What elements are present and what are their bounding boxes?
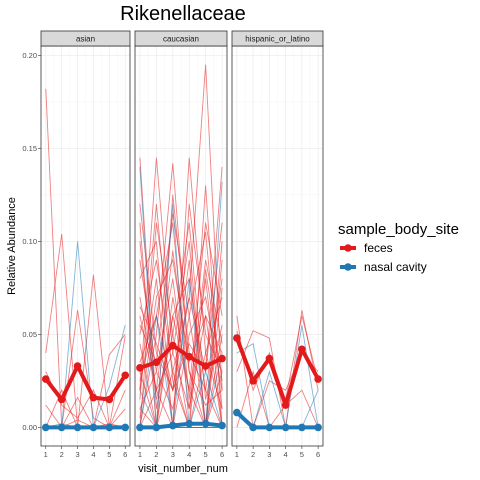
mean-point-nasal-cavity bbox=[281, 423, 290, 432]
x-tick-label: 2 bbox=[154, 450, 158, 459]
mean-point-feces bbox=[73, 362, 82, 370]
facet-panel-hispanic_or_latino: hispanic_or_latino 1 2 3 4 5 6 bbox=[231, 30, 324, 459]
mean-point-feces bbox=[89, 393, 98, 402]
legend: sample_body_site feces nasal cavity bbox=[338, 221, 459, 274]
mean-point-nasal-cavity bbox=[249, 423, 257, 432]
mean-point-feces bbox=[298, 345, 306, 354]
mean-line-feces bbox=[44, 364, 127, 402]
mean-point-feces bbox=[168, 341, 177, 350]
mean-point-feces bbox=[41, 375, 50, 383]
facet-panel-asian: asian 1 2 3 4 5 6 bbox=[40, 30, 131, 459]
legend-entry-nasal-cavity: nasal cavity bbox=[340, 260, 427, 274]
x-tick-label: 1 bbox=[235, 450, 239, 459]
legend-label: feces bbox=[364, 241, 393, 255]
mean-point-nasal-cavity bbox=[57, 423, 66, 432]
facet-strip bbox=[231, 30, 324, 47]
mean-point-nasal-cavity bbox=[121, 423, 130, 432]
mean-point-feces bbox=[201, 362, 210, 370]
individual-line-feces bbox=[139, 241, 223, 428]
mean-point-feces bbox=[218, 354, 226, 363]
individual-line-nasal bbox=[139, 352, 223, 428]
y-tick-label: 0.00 bbox=[22, 423, 37, 432]
x-tick-label: 2 bbox=[60, 450, 64, 459]
mean-line-feces bbox=[235, 337, 320, 408]
mean-point-feces bbox=[185, 352, 194, 361]
individual-line-feces bbox=[139, 166, 223, 392]
mean-point-feces bbox=[233, 334, 241, 342]
mean-point-nasal-cavity bbox=[73, 423, 82, 432]
x-tick-label: 6 bbox=[123, 450, 127, 459]
y-tick-label: 0.15 bbox=[22, 144, 37, 153]
individual-line-feces bbox=[139, 213, 223, 428]
mean-point-feces bbox=[152, 358, 161, 367]
legend-entries: feces nasal cavity bbox=[340, 241, 427, 274]
mean-point-nasal-cavity bbox=[233, 408, 241, 417]
mean-point-feces bbox=[314, 375, 322, 383]
mean-point-nasal-cavity bbox=[218, 421, 226, 430]
y-axis-title: Relative Abundance bbox=[6, 197, 18, 295]
mean-point-feces bbox=[249, 377, 257, 385]
facet-strip bbox=[134, 30, 228, 47]
mean-point-feces bbox=[57, 395, 66, 404]
individual-line-feces bbox=[139, 222, 223, 392]
individual-line-feces bbox=[139, 204, 223, 428]
mean-point-nasal-cavity bbox=[201, 419, 210, 428]
x-tick-label: 1 bbox=[138, 450, 142, 459]
x-tick-label: 6 bbox=[220, 450, 224, 459]
mean-point-feces bbox=[121, 371, 130, 380]
facet-strip bbox=[40, 30, 131, 47]
x-tick-label: 5 bbox=[204, 450, 208, 459]
mean-point-feces bbox=[265, 354, 274, 363]
legend-key-point bbox=[344, 263, 352, 271]
mean-point-nasal-cavity bbox=[298, 423, 306, 432]
x-tick-label: 5 bbox=[107, 450, 111, 459]
x-tick-label: 3 bbox=[75, 450, 79, 459]
individual-line-feces bbox=[45, 310, 126, 429]
mean-point-feces bbox=[281, 401, 290, 409]
legend-entry-feces: feces bbox=[340, 241, 393, 255]
mean-point-nasal-cavity bbox=[265, 423, 274, 432]
x-tick-label: 4 bbox=[284, 450, 288, 459]
mean-point-nasal-cavity bbox=[89, 423, 98, 432]
mean-point-feces bbox=[136, 364, 144, 372]
mean-point-nasal-cavity bbox=[136, 423, 144, 432]
mean-point-nasal-cavity bbox=[314, 423, 322, 432]
facet-strip-label: caucasian bbox=[163, 35, 199, 44]
individual-line-feces bbox=[139, 241, 223, 428]
mean-point-feces bbox=[105, 395, 114, 404]
x-tick-label: 4 bbox=[91, 450, 95, 459]
x-tick-label: 6 bbox=[316, 450, 320, 459]
x-tick-label: 5 bbox=[300, 450, 304, 459]
legend-key-point bbox=[344, 244, 352, 252]
legend-title: sample_body_site bbox=[338, 221, 459, 238]
chart-title: Rikenellaceae bbox=[120, 3, 246, 25]
x-axis-title: visit_number_num bbox=[138, 463, 228, 475]
mean-point-nasal-cavity bbox=[168, 421, 177, 430]
facet-strip-label: asian bbox=[76, 35, 95, 44]
mean-point-nasal-cavity bbox=[41, 423, 50, 432]
x-tick-label: 2 bbox=[251, 450, 255, 459]
x-tick-label: 3 bbox=[267, 450, 271, 459]
facet-strip-label: hispanic_or_latino bbox=[245, 35, 310, 44]
y-tick-label: 0.10 bbox=[22, 237, 37, 246]
y-tick-label: 0.05 bbox=[22, 330, 37, 339]
legend-label: nasal cavity bbox=[364, 260, 427, 274]
mean-point-nasal-cavity bbox=[185, 419, 194, 428]
y-tick-label: 0.20 bbox=[22, 51, 37, 60]
mean-point-nasal-cavity bbox=[105, 423, 114, 432]
individual-line-feces bbox=[139, 194, 223, 428]
individual-line-feces bbox=[139, 64, 223, 429]
x-tick-label: 3 bbox=[171, 450, 175, 459]
x-tick-label: 1 bbox=[44, 450, 48, 459]
facet-panel-caucasian: caucasian 1 2 3 4 5 6 bbox=[134, 30, 228, 459]
mean-point-nasal-cavity bbox=[152, 423, 161, 432]
x-tick-label: 4 bbox=[187, 450, 191, 459]
